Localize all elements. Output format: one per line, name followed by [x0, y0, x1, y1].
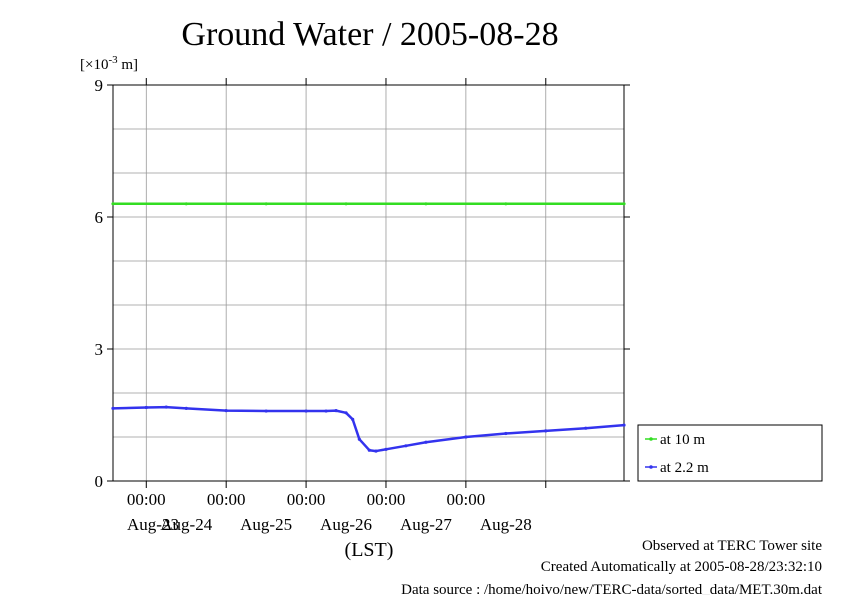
- data-point: [424, 202, 428, 206]
- data-point: [357, 437, 361, 441]
- data-point: [504, 431, 508, 436]
- data-point: [367, 448, 371, 452]
- x-tick-date-label: Aug-26: [320, 515, 372, 534]
- data-point: [504, 202, 508, 206]
- data-point: [111, 406, 115, 410]
- legend-label: at 10 m: [660, 432, 705, 448]
- plot-frame: [112, 84, 625, 482]
- data-point: [344, 411, 348, 415]
- data-point: [264, 409, 268, 413]
- y-tick-label: 6: [95, 208, 104, 227]
- legend-label: at 2.2 m: [660, 460, 709, 476]
- created-note: Created Automatically at 2005-08-28/23:3…: [541, 559, 822, 575]
- y-tick-label: 3: [95, 340, 104, 359]
- data-point: [324, 409, 328, 413]
- x-tick-date-label: Aug-27: [400, 515, 452, 534]
- data-point: [344, 202, 348, 206]
- y-tick-label: 0: [95, 472, 104, 491]
- grid-lines: [113, 85, 624, 481]
- data-point: [334, 409, 338, 413]
- data-point: [404, 444, 408, 448]
- data-point: [584, 426, 588, 430]
- data-point: [544, 429, 548, 433]
- legend: at 10 m at 2.2 m: [637, 424, 823, 482]
- data-point: [164, 405, 168, 409]
- x-tick-date-label: Aug-24: [160, 515, 212, 534]
- legend-box: [637, 424, 823, 482]
- data-point: [224, 409, 228, 413]
- axis-ticks: [107, 78, 630, 488]
- series-at-10m: [111, 202, 626, 206]
- x-tick-time-label: 00:00: [447, 490, 486, 509]
- x-tick-time-label: 00:00: [207, 490, 246, 509]
- data-point: [622, 423, 626, 427]
- x-tick-time-label: 00:00: [367, 490, 406, 509]
- data-point: [622, 202, 626, 206]
- x-tick-date-label: Aug-28: [480, 515, 532, 534]
- data-point: [304, 409, 308, 413]
- series-line: [112, 405, 625, 453]
- legend-marker: [649, 465, 653, 469]
- data-point: [144, 405, 148, 410]
- data-point: [184, 202, 188, 206]
- data-series: [111, 202, 626, 453]
- y-axis-unit-label: [×10-3 m]: [80, 54, 138, 73]
- data-point: [351, 417, 355, 421]
- chart-title: Ground Water / 2005-08-28: [181, 16, 558, 53]
- data-source-note: Data source : /home/hoivo/new/TERC-data/…: [401, 582, 823, 595]
- data-point: [374, 449, 378, 453]
- y-tick-label: 9: [95, 76, 104, 95]
- data-point: [111, 202, 115, 206]
- series-at-2-2m: [111, 405, 626, 453]
- x-axis-label: (LST): [345, 539, 394, 561]
- x-tick-time-label: 00:00: [127, 490, 166, 509]
- observed-note: Observed at TERC Tower site: [642, 538, 822, 554]
- data-point: [384, 447, 388, 451]
- data-point: [184, 406, 188, 410]
- x-tick-date-label: Aug-25: [240, 515, 292, 534]
- data-point: [424, 440, 428, 444]
- x-tick-date-label: Aug-23: [127, 515, 179, 534]
- data-point: [464, 435, 468, 439]
- x-tick-time-label: 00:00: [287, 490, 326, 509]
- legend-marker: [649, 437, 653, 441]
- data-point: [264, 202, 268, 206]
